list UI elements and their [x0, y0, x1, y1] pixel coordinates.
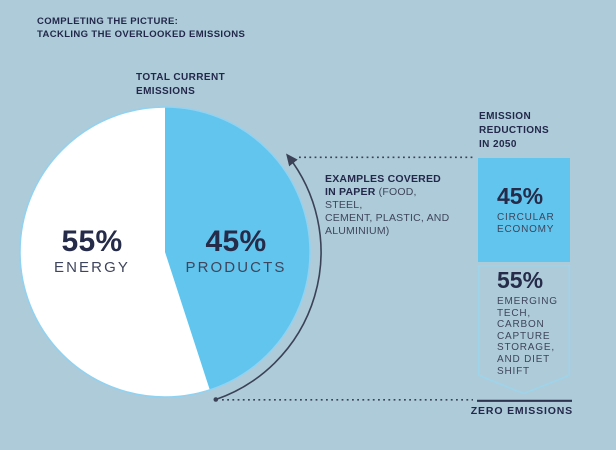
circular-economy-name: CIRCULAR ECONOMY: [497, 212, 555, 235]
examples-note: EXAMPLES COVERED IN PAPER (FOOD, STEEL, …: [325, 160, 457, 238]
emerging-tech-arrow-box: [477, 264, 571, 395]
circular-economy-box: 45% CIRCULAR ECONOMY: [478, 158, 570, 262]
arc-start-dot: [213, 397, 219, 402]
emerging-tech-name: EMERGING TECH, CARBON CAPTURE STORAGE, A…: [497, 296, 558, 377]
reduction-arrow-arc: [215, 153, 322, 401]
products-percent: 45%: [205, 225, 267, 258]
energy-name: ENERGY: [54, 259, 130, 276]
examples-note-rest: (FOOD, STEEL, CEMENT, PLASTIC, AND ALUMI…: [325, 186, 450, 237]
emerging-tech-content: 55% EMERGING TECH, CARBON CAPTURE STORAG…: [497, 269, 567, 377]
examples-note-bold: EXAMPLES COVERED IN PAPER: [325, 173, 441, 198]
circular-economy-percent: 45%: [497, 183, 544, 209]
reductions-header: EMISSION REDUCTIONS IN 2050: [479, 111, 550, 150]
pie-slice-products: [165, 107, 310, 390]
products-name: PRODUCTS: [185, 259, 287, 276]
pie-title: TOTAL CURRENT EMISSIONS: [136, 72, 226, 97]
products-slice-label: 45% PRODUCTS: [181, 227, 291, 276]
energy-slice-label: 55% ENERGY: [37, 227, 147, 276]
energy-percent: 55%: [61, 225, 123, 258]
zero-emissions-label: ZERO EMISSIONS: [470, 405, 573, 417]
pie-rim: [19, 106, 311, 398]
page-title: COMPLETING THE PICTURE: TACKLING THE OVE…: [37, 16, 246, 40]
emerging-tech-percent: 55%: [497, 267, 544, 293]
